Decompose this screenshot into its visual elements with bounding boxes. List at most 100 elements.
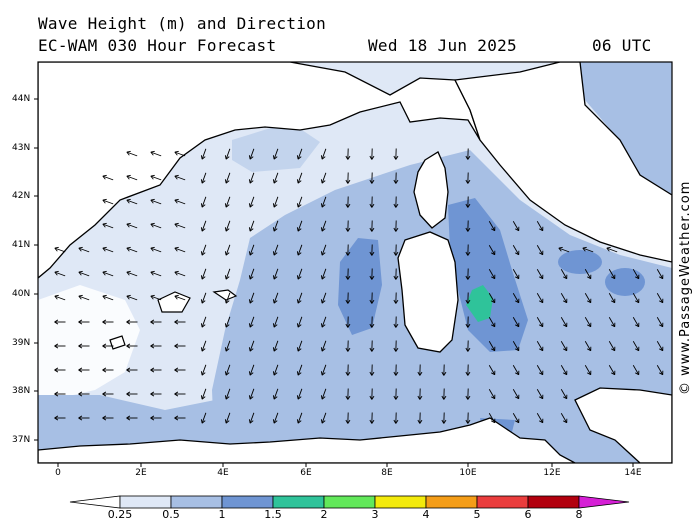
wave-arrow-head [174, 150, 179, 153]
wave-arrow [560, 269, 568, 279]
wave-arrow-head [296, 323, 299, 328]
wave-arrow-head [225, 252, 230, 256]
wave-arrow [225, 340, 231, 352]
wave-arrow [150, 295, 162, 301]
wave-arrow [201, 412, 207, 424]
wave-zone-high-east [558, 250, 602, 274]
wave-arrow-head [345, 299, 349, 304]
wave-arrow-head [395, 275, 399, 280]
wave-arrow-head [150, 246, 155, 249]
wave-arrow-head [102, 319, 107, 323]
wave-arrow-head [150, 415, 155, 419]
wave-arrow-head [441, 419, 445, 424]
wave-arrow-head [467, 179, 471, 184]
wave-arrow-head [78, 321, 83, 325]
wave-arrow-head [393, 419, 397, 424]
wave-arrow [321, 148, 327, 160]
wave-arrow-head [201, 276, 206, 280]
wave-arrow [201, 148, 207, 160]
wave-arrow-head [321, 252, 326, 256]
wave-arrow-head [224, 251, 227, 256]
wave-arrow-head [659, 348, 663, 352]
wave-arrow-head [200, 203, 203, 208]
wave-arrow-head [174, 343, 179, 347]
wave-arrow-head [369, 347, 373, 352]
wave-arrow [273, 388, 279, 400]
wave-arrow [225, 148, 231, 160]
wave-arrow-head [417, 395, 421, 400]
wave-arrow [54, 295, 66, 301]
wave-arrow-head [320, 371, 323, 376]
wave-arrow-head [443, 371, 447, 376]
wave-arrow-head [273, 252, 278, 256]
wave-arrow [297, 196, 303, 208]
wave-arrow-head [150, 198, 155, 201]
wave-arrow [321, 244, 327, 256]
forecast-time: 06 UTC [592, 36, 652, 55]
wave-arrow-head [395, 227, 399, 232]
wave-arrow-head [297, 252, 302, 256]
wave-arrow-head [465, 275, 469, 280]
lat-label-38: 38N [12, 386, 31, 396]
wave-arrow [560, 293, 568, 303]
wave-arrow-head [150, 321, 155, 325]
wave-arrow-head [102, 295, 106, 300]
wave-arrow-head [563, 420, 567, 424]
legend-swatch [476, 495, 529, 509]
wave-arrow [174, 151, 186, 157]
wave-arrow-head [465, 419, 469, 424]
wave-arrow-head [200, 251, 203, 256]
wave-arrow-head [467, 419, 471, 424]
wave-arrow-head [345, 275, 349, 280]
legend-label-3: 1.5 [264, 508, 282, 521]
wave-arrow-head [200, 371, 203, 376]
wave-arrow-head [491, 372, 495, 376]
wave-arrow-head [606, 247, 610, 252]
wave-arrow-head [201, 180, 206, 184]
wave-arrow-head [102, 198, 107, 201]
wave-arrow [512, 293, 520, 303]
wave-arrow [273, 196, 279, 208]
wave-arrow-head [417, 371, 421, 376]
wave-arrow [536, 389, 544, 399]
wave-arrow-head [174, 319, 179, 323]
wave-arrow-head [174, 247, 178, 252]
lat-label-37: 37N [12, 435, 31, 445]
wave-arrow [536, 293, 544, 303]
wave-zone-high-tyrrhenian [448, 198, 528, 352]
wave-arrow-head [126, 417, 131, 421]
wave-arrow [201, 172, 207, 184]
wave-arrow-head [54, 367, 59, 371]
wave-arrow-head [225, 420, 230, 424]
wave-arrow-head [491, 252, 495, 256]
wave-arrow-head [249, 372, 254, 376]
forecast-subtitle: EC-WAM 030 Hour Forecast [38, 36, 277, 55]
wave-arrow-head [150, 345, 155, 349]
wave-arrow-head [126, 321, 131, 325]
wave-arrow [512, 341, 520, 351]
wave-arrow-head [150, 319, 155, 323]
wave-arrow [174, 247, 186, 253]
wave-arrow-head [126, 175, 130, 180]
wave-arrow-head [126, 343, 131, 347]
wave-arrow-head [150, 417, 155, 421]
wave-arrow-head [78, 345, 83, 349]
legend-swatch [374, 495, 427, 509]
wave-arrow-head [539, 324, 543, 328]
wave-arrow-head [443, 395, 447, 400]
wave-arrow-head [126, 198, 131, 201]
wave-arrow-head [272, 347, 275, 352]
wave-arrow-head [200, 179, 203, 184]
wave-arrow-head [395, 251, 399, 256]
land-sardinia [397, 231, 459, 353]
wave-arrow-head [102, 417, 107, 421]
wave-arrow [273, 364, 279, 376]
wave-arrow-head [539, 276, 543, 280]
wave-arrow [558, 247, 570, 253]
wave-arrow-head [347, 251, 351, 256]
wave-arrow-head [321, 204, 326, 208]
wave-arrow-head [297, 276, 302, 280]
wave-arrow [150, 175, 162, 181]
wave-arrow-head [249, 396, 254, 400]
